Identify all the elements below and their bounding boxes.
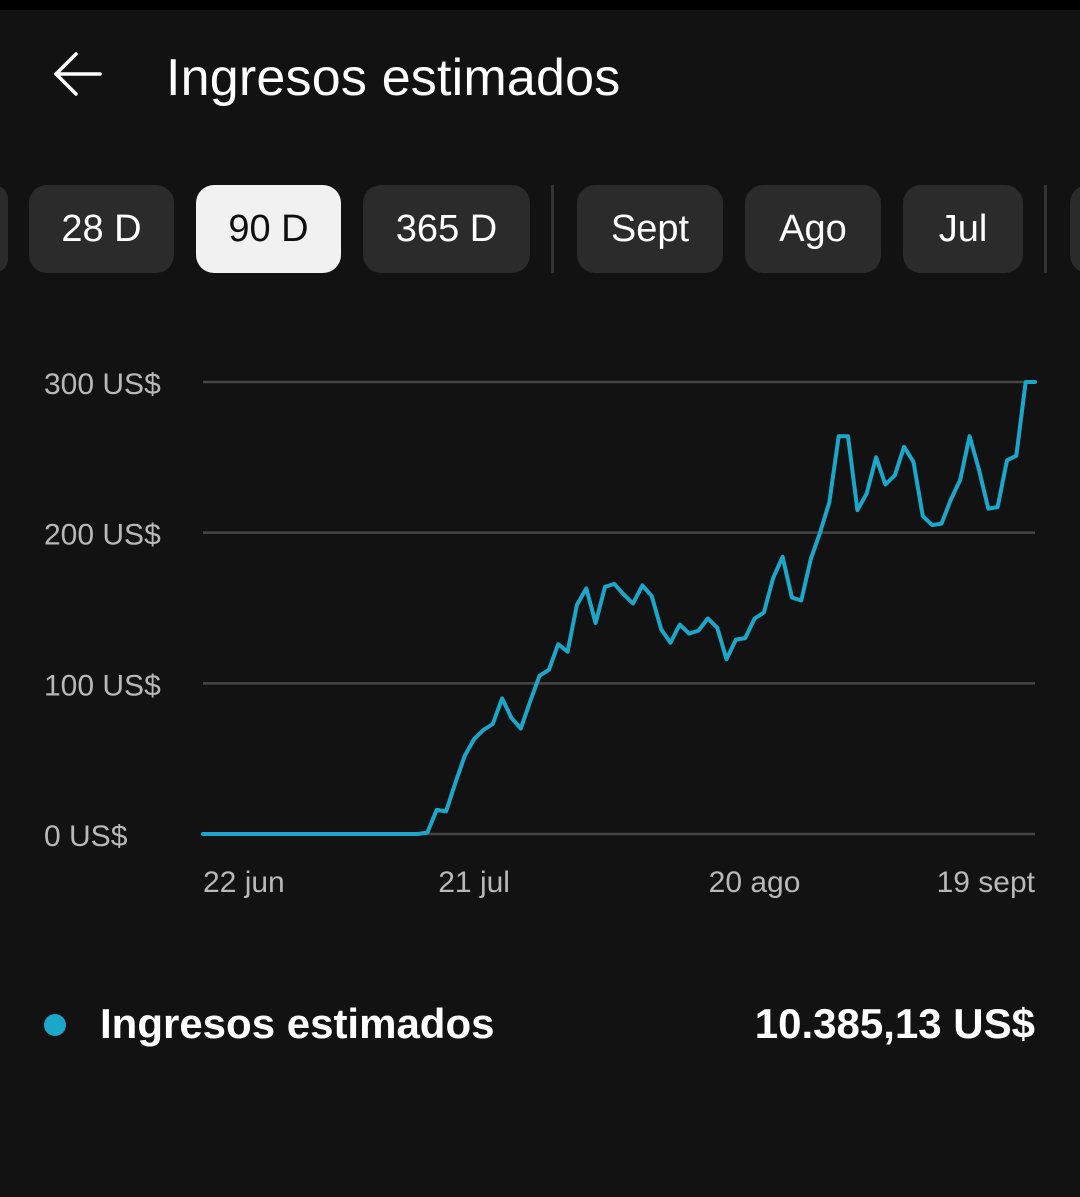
series-line (201, 380, 1037, 836)
chip-ago[interactable]: Ago (745, 185, 881, 273)
chip-365d[interactable]: 365 D (363, 185, 530, 273)
chip-90d[interactable]: 90 D (196, 185, 341, 273)
legend-label: Ingresos estimados (100, 1000, 495, 1047)
y-tick-label: 300 US$ (44, 368, 161, 401)
series-color-dot (44, 1014, 66, 1036)
chip-partial-right[interactable] (1070, 185, 1080, 273)
chip-partial-left[interactable] (0, 185, 8, 273)
legend-total-value: 10.385,13 US$ (754, 1000, 1035, 1047)
back-button[interactable] (40, 38, 116, 114)
page-title: Ingresos estimados (166, 49, 621, 107)
chip-jul[interactable]: Jul (903, 185, 1023, 273)
x-tick-label: 21 jul (438, 866, 510, 899)
x-tick-label: 19 sept (937, 866, 1036, 899)
y-tick-label: 100 US$ (44, 669, 161, 702)
chip-sept[interactable]: Sept (577, 185, 723, 273)
chip-divider (1044, 185, 1047, 273)
y-tick-label: 200 US$ (44, 519, 161, 552)
revenue-line-chart: 300 US$ 200 US$ 100 US$ 0 US$ 22 jun 21 jul 20… (0, 330, 1080, 930)
chart-legend: Ingresos estimados 10.385,13 US$ (0, 990, 1080, 1060)
period-chip-bar: 28 D 90 D 365 D Sept Ago Jul (0, 185, 1080, 273)
app-header: Ingresos estimados (0, 10, 1080, 150)
x-tick-label: 22 jun (203, 866, 285, 899)
chip-divider (551, 185, 554, 273)
chart-canvas: 300 US$ 200 US$ 100 US$ 0 US$ 22 jun 21 jul 20… (44, 368, 1037, 899)
chip-28d[interactable]: 28 D (29, 185, 174, 273)
x-tick-label: 20 ago (709, 866, 801, 899)
y-tick-label: 0 US$ (44, 820, 128, 853)
status-bar-strip (0, 0, 1080, 10)
arrow-left-icon (50, 46, 106, 107)
